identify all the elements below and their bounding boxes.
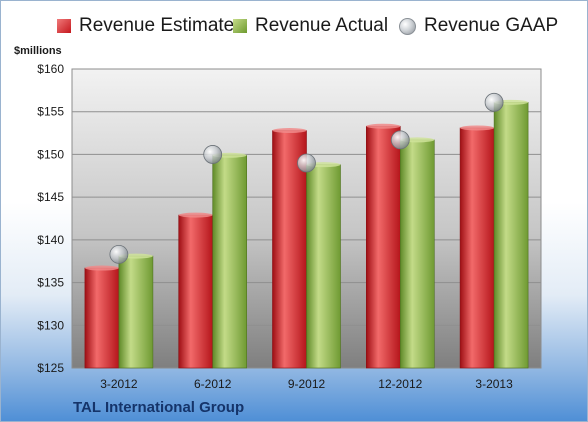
marker-revenue-gaap — [203, 145, 223, 164]
bar-revenue-estimate — [365, 125, 401, 369]
marker-revenue-gaap — [109, 244, 129, 264]
bar-cap-estimate — [460, 125, 495, 131]
x-tick-label: 3-2013 — [475, 377, 513, 391]
y-axis-unit-label: $millions — [14, 45, 62, 57]
legend-swatch-actual — [233, 19, 247, 33]
x-tick-label: 3-2012 — [100, 377, 138, 391]
bar-cap-estimate — [84, 265, 119, 271]
marker-revenue-gaap — [390, 130, 410, 150]
y-tick-label: $155 — [37, 105, 64, 119]
legend-label-estimate: Revenue Estimate — [79, 15, 235, 36]
legend-item-revenue-actual: Revenue Actual — [233, 15, 388, 37]
legend: Revenue Estimate Revenue Actual Revenue … — [1, 15, 587, 43]
y-tick-label: $145 — [37, 190, 64, 204]
legend-item-revenue-gaap: Revenue GAAP — [399, 15, 558, 37]
legend-label-gaap: Revenue GAAP — [424, 15, 559, 36]
bar-revenue-actual — [306, 164, 341, 369]
bar-revenue-actual — [493, 102, 529, 369]
marker-revenue-gaap — [297, 153, 316, 173]
legend-marker-gaap — [399, 17, 416, 35]
marker-revenue-gaap — [484, 92, 504, 112]
bar-revenue-actual — [212, 154, 247, 369]
legend-swatch-estimate — [57, 19, 71, 33]
bar-revenue-actual — [118, 255, 154, 369]
y-tick-label: $130 — [37, 318, 64, 332]
bar-cap-estimate — [178, 212, 213, 218]
bar-revenue-estimate — [84, 267, 120, 369]
x-tick-label: 6-2012 — [194, 377, 232, 391]
legend-item-revenue-estimate: Revenue Estimate — [57, 15, 234, 37]
legend-label-actual: Revenue Actual — [255, 15, 389, 36]
bar-cap-estimate — [272, 128, 307, 134]
bar-revenue-estimate — [459, 127, 495, 369]
bar-revenue-estimate — [178, 214, 213, 369]
x-tick-label: 12-2012 — [378, 377, 422, 391]
company-name: TAL International Group — [73, 399, 245, 416]
y-tick-label: $140 — [37, 233, 64, 247]
y-tick-label: $160 — [37, 62, 64, 76]
y-tick-label: $125 — [37, 361, 64, 375]
y-tick-label: $150 — [37, 147, 64, 161]
bar-revenue-actual — [399, 139, 435, 369]
y-tick-label: $135 — [37, 276, 64, 290]
x-tick-label: 9-2012 — [288, 377, 326, 391]
bar-cap-estimate — [366, 123, 401, 129]
